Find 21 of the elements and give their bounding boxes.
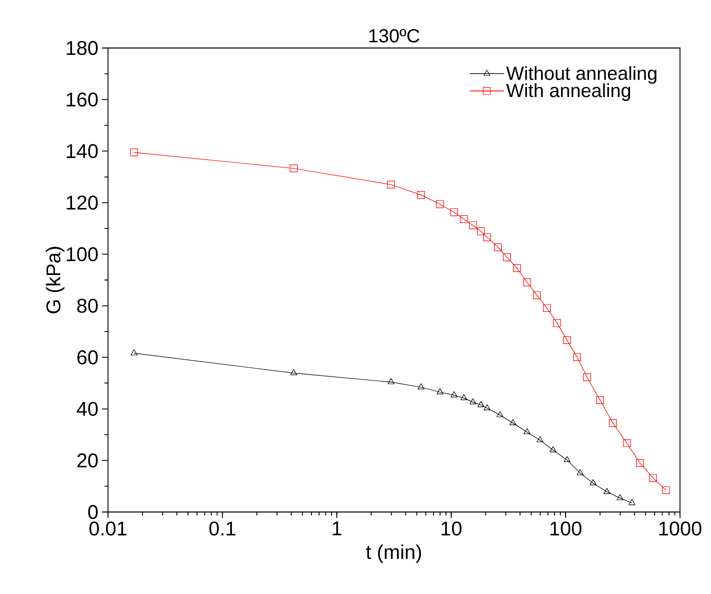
- x-axis-title: t (min): [366, 544, 421, 563]
- y-tick-label: 0: [88, 504, 98, 520]
- y-axis-title: G (kPa): [46, 246, 64, 314]
- y-tick-label: 60: [77, 350, 98, 364]
- legend-label: Without annealing: [506, 66, 656, 84]
- y-tick-label: 160: [66, 92, 98, 107]
- y-tick-label: 180: [66, 40, 98, 56]
- legend-label: With annealing: [506, 83, 630, 101]
- x-tick-label: 1000: [659, 522, 702, 536]
- y-tick-label: 100: [66, 247, 98, 262]
- y-tick-label: 140: [66, 144, 98, 158]
- y-tick-label: 40: [76, 402, 98, 416]
- y-tick-label: 120: [66, 196, 98, 210]
- chart-title: 130ºC: [369, 29, 420, 42]
- x-tick-label: 10: [442, 522, 462, 536]
- y-tick-label: 80: [77, 298, 98, 313]
- y-tick-label: 20: [77, 453, 98, 468]
- x-tick-label: 0.01: [89, 522, 126, 536]
- x-tick-label: 0.1: [209, 522, 236, 536]
- x-tick-label: 1: [332, 522, 342, 536]
- x-tick-label: 100: [550, 522, 582, 536]
